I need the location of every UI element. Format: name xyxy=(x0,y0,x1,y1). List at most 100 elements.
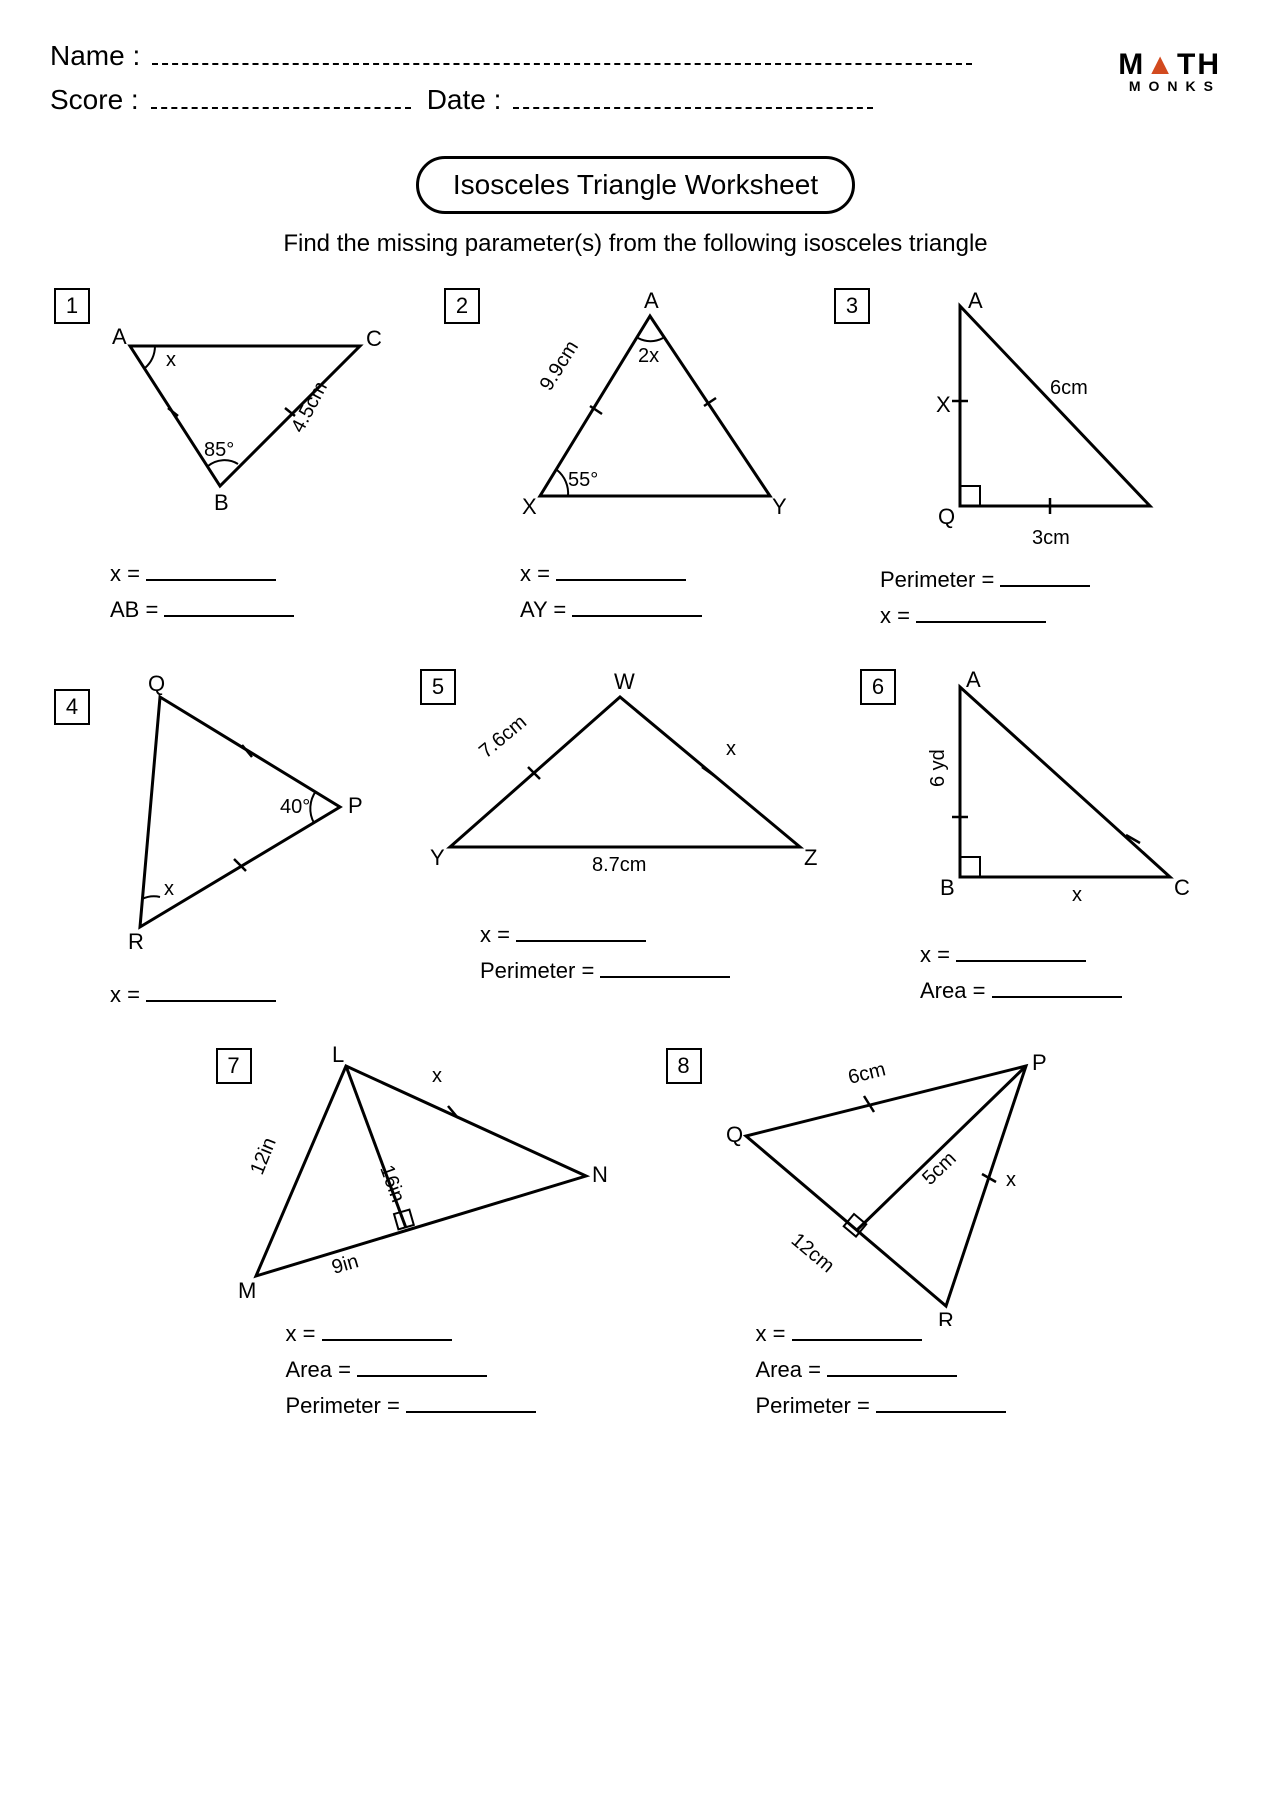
title-wrap: Isosceles Triangle Worksheet xyxy=(50,128,1221,230)
blank-7a[interactable] xyxy=(322,1323,452,1341)
blank-3b[interactable] xyxy=(916,605,1046,623)
blank-3a[interactable] xyxy=(1000,569,1090,587)
blank-2a[interactable] xyxy=(556,563,686,581)
score-label: Score : xyxy=(50,84,139,116)
angle-x: x xyxy=(166,349,176,371)
problem-7: 7 L M N 12in 16in 9in x x = Area = Perim… xyxy=(156,1038,636,1449)
vertex-p4: P xyxy=(348,793,363,818)
score-blank[interactable] xyxy=(151,85,411,109)
blank-8a[interactable] xyxy=(792,1323,922,1341)
vertex-b6: B xyxy=(940,875,955,900)
ans-4-x: x = xyxy=(110,982,380,1008)
blank-4a[interactable] xyxy=(146,984,276,1002)
answers-4: x = xyxy=(60,982,380,1008)
triangle-3-svg: A X Q 6cm 3cm xyxy=(840,286,1210,576)
vertex-w: W xyxy=(614,669,635,694)
answers-8: x = Area = Perimeter = xyxy=(646,1321,1106,1419)
vertex-a3: A xyxy=(968,288,983,313)
score-date-row: Score : Date : xyxy=(50,84,1098,116)
blank-7c[interactable] xyxy=(406,1395,536,1413)
side-hyp: 6cm xyxy=(1050,377,1088,399)
side-wy: 7.6cm xyxy=(475,711,531,763)
vertex-q4: Q xyxy=(148,671,165,696)
date-blank[interactable] xyxy=(513,85,873,109)
blank-5a[interactable] xyxy=(516,924,646,942)
blank-6b[interactable] xyxy=(992,980,1122,998)
instruction: Find the missing parameter(s) from the f… xyxy=(50,230,1221,258)
ans-5-x: x = xyxy=(480,922,830,948)
alt-7: 16in xyxy=(375,1162,409,1205)
logo-triangle-icon: ▲ xyxy=(1145,48,1177,81)
answers-2: x = AY = xyxy=(450,561,820,623)
vertex-c: C xyxy=(366,326,382,351)
name-label: Name : xyxy=(50,40,140,72)
blank-8b[interactable] xyxy=(827,1359,957,1377)
ans-1-x: x = xyxy=(110,561,430,587)
ans-6-x: x = xyxy=(920,942,1210,968)
logo-th: TH xyxy=(1177,48,1221,81)
vertex-a: A xyxy=(112,324,127,349)
problem-number-8: 8 xyxy=(666,1048,702,1084)
side-qr: 12cm xyxy=(786,1229,838,1277)
vertex-p8: P xyxy=(1032,1050,1047,1075)
half-mn: 9in xyxy=(329,1250,361,1279)
ans-2-x: x = xyxy=(520,561,820,587)
vertex-c6: C xyxy=(1174,875,1190,900)
problem-number-6: 6 xyxy=(860,669,896,705)
lbl-x7: x xyxy=(432,1065,442,1087)
vertex-n: N xyxy=(592,1162,608,1187)
logo: M▲TH MONKS xyxy=(1098,40,1221,94)
problem-8: 8 P Q R 6cm 5cm 12cm x x = Area = Perime… xyxy=(636,1038,1116,1449)
blank-1a[interactable] xyxy=(146,563,276,581)
vertex-y2: Y xyxy=(772,494,787,519)
vertex-b: B xyxy=(214,490,229,515)
ans-7-x: x = xyxy=(286,1321,626,1347)
angle-x4: x xyxy=(164,878,174,900)
ans-7-area: Area = xyxy=(286,1357,626,1383)
problem-number-3: 3 xyxy=(834,288,870,324)
blank-8c[interactable] xyxy=(876,1395,1006,1413)
problem-4: 4 Q P R 40° x x = xyxy=(50,659,390,1038)
vertex-q3: Q xyxy=(938,504,955,529)
vertex-x2: X xyxy=(522,494,537,519)
problem-number-5: 5 xyxy=(420,669,456,705)
problem-number-7: 7 xyxy=(216,1048,252,1084)
ans-8-area: Area = xyxy=(756,1357,1106,1383)
vertex-z: Z xyxy=(804,845,817,870)
problem-6: 6 A B C 6 yd x x = Area = xyxy=(840,659,1220,1038)
problem-number-1: 1 xyxy=(54,288,90,324)
blank-2b[interactable] xyxy=(572,599,702,617)
side-pq: 6cm xyxy=(845,1058,887,1088)
triangle-1-svg: A C B x 85° 4.5cm xyxy=(60,286,430,546)
logo-m: M xyxy=(1118,48,1145,81)
triangle-7-svg: L M N 12in 16in 9in x xyxy=(166,1046,626,1306)
answers-7: x = Area = Perimeter = xyxy=(166,1321,626,1419)
vertex-r8: R xyxy=(938,1308,954,1326)
blank-6a[interactable] xyxy=(956,944,1086,962)
side-wz: x xyxy=(726,738,736,760)
logo-sub: MONKS xyxy=(1118,78,1221,94)
vertex-q8: Q xyxy=(726,1122,743,1147)
blank-1b[interactable] xyxy=(164,599,294,617)
ans-6-area: Area = xyxy=(920,978,1210,1004)
vertex-m: M xyxy=(238,1278,256,1303)
name-blank[interactable] xyxy=(152,41,972,65)
side-x6: x xyxy=(1072,884,1082,906)
blank-5b[interactable] xyxy=(600,960,730,978)
row-2: 4 Q P R 40° x x = 5 W Y Z 7.6cm x xyxy=(50,659,1221,1038)
answers-5: x = Perimeter = xyxy=(400,922,830,984)
ans-3-x: x = xyxy=(880,603,1210,629)
ans-8-per: Perimeter = xyxy=(756,1393,1106,1419)
ans-5-per: Perimeter = xyxy=(480,958,830,984)
triangle-4-svg: Q P R 40° x xyxy=(60,667,380,957)
answers-6: x = Area = xyxy=(850,942,1210,1004)
vertex-a6: A xyxy=(966,667,981,692)
header-area: Name : Score : Date : M▲TH MONKS xyxy=(50,40,1221,128)
side-ax: 9.9cm xyxy=(536,337,584,395)
side-lm: 12in xyxy=(246,1135,281,1178)
blank-7b[interactable] xyxy=(357,1359,487,1377)
vertex-y5: Y xyxy=(430,845,445,870)
side-base3: 3cm xyxy=(1032,527,1070,549)
angle-55: 55° xyxy=(568,469,598,491)
problem-1: 1 A C B x 85° 4.5cm x = AB = xyxy=(50,278,440,659)
